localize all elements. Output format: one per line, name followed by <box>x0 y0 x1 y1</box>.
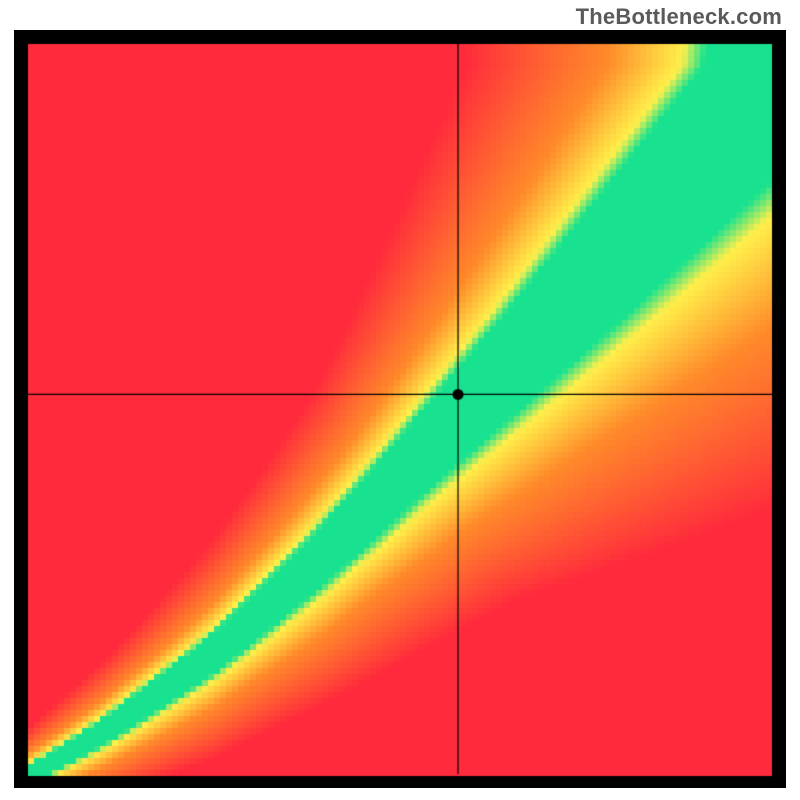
heatmap-canvas <box>14 30 786 788</box>
watermark-text: TheBottleneck.com <box>576 4 782 30</box>
page-root: TheBottleneck.com <box>0 0 800 800</box>
plot-black-frame <box>14 30 786 788</box>
